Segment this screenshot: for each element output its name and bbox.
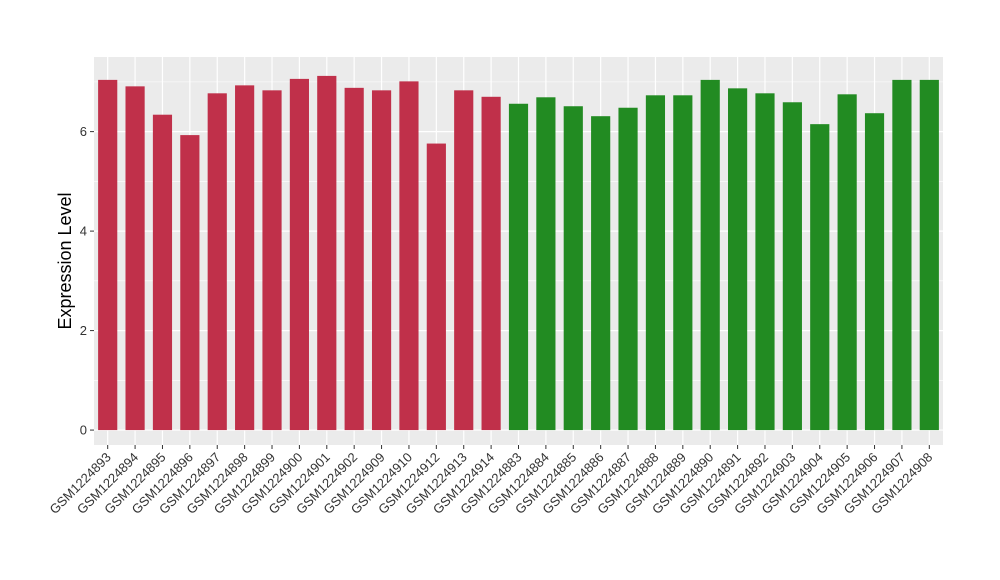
bar-GSM1224895 [152,114,173,431]
bar-GSM1224914 [481,96,501,431]
bar-GSM1224883 [508,103,529,431]
bar-GSM1224907 [892,79,912,431]
y-tick-label: 6 [80,124,87,139]
bar-GSM1224910 [399,81,419,431]
y-axis: 0 2 4 6 [80,124,94,438]
y-tick-label: 2 [80,323,87,338]
bar-GSM1224899 [262,90,282,431]
bar-GSM1224891 [728,88,748,431]
bar-GSM1224908 [919,79,939,431]
bar-GSM1224893 [98,79,118,431]
bar-GSM1224892 [755,93,775,431]
bar-GSM1224901 [317,75,337,431]
bar-GSM1224904 [810,124,830,431]
bar-GSM1224886 [591,116,611,431]
bar-GSM1224898 [235,85,255,431]
bar-GSM1224905 [837,94,857,431]
bar-GSM1224912 [426,143,446,431]
bar-GSM1224903 [782,102,802,431]
bar-GSM1224885 [563,106,583,431]
bar-GSM1224902 [344,87,364,431]
bar-GSM1224897 [207,93,227,431]
bar-GSM1224896 [180,135,200,431]
bar-GSM1224890 [700,79,720,431]
bar-GSM1224894 [125,86,145,431]
bar-GSM1224887 [618,107,638,431]
bar-GSM1224888 [645,95,666,431]
y-tick-label: 0 [80,423,87,438]
bar-GSM1224900 [289,78,309,431]
bars [98,75,939,431]
bar-GSM1224884 [536,97,556,431]
bar-GSM1224909 [371,90,392,431]
bar-GSM1224889 [673,95,693,431]
bar-GSM1224906 [864,113,885,431]
x-axis: GSM1224893GSM1224894GSM1224895GSM1224896… [46,445,935,517]
y-axis-title: Expression Level [55,192,75,329]
bar-GSM1224913 [454,90,474,431]
y-tick-label: 4 [80,224,87,239]
